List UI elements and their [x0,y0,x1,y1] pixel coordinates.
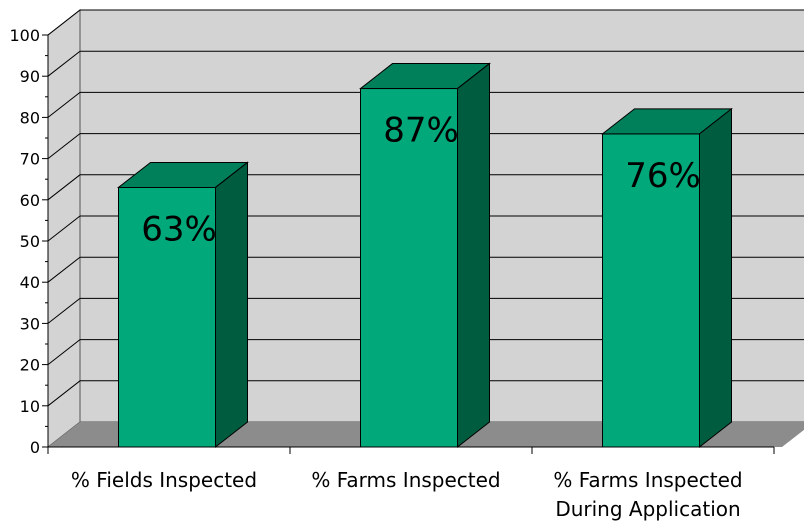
data-label: 87% [383,111,459,151]
gridline [47,133,804,159]
gridline [47,91,804,118]
gridline [47,174,804,201]
bar-front [118,186,216,448]
gridline [47,339,804,365]
x-tick-label: % Fields Inspected [71,468,257,492]
data-label: 76% [625,156,701,196]
gridline [47,215,804,242]
gridline [47,256,804,283]
gridline [47,9,804,36]
bar-front [602,133,700,448]
y-tick-label: 90 [20,67,40,86]
y-tick-label: 70 [20,150,40,169]
y-tick-label: 100 [9,26,40,45]
x-tick-label: % Farms Inspected [311,468,500,492]
x-tick-label: % Farms Inspected [553,468,742,492]
bar-3: 76% [601,107,733,449]
data-label: 63% [141,209,217,249]
y-tick-label: 50 [20,232,40,251]
bar-side [699,107,732,449]
y-tick-label: 10 [20,397,40,416]
y-tick-label: 20 [20,356,40,375]
bar-side [457,62,490,449]
y-tick-label: 0 [30,438,40,457]
bar-2: 87% [359,62,491,449]
y-tick-label: 60 [20,191,40,210]
gridline [47,297,804,324]
y-tick-label: 40 [20,273,40,292]
y-tick-label: 80 [20,108,40,127]
bar-1: 63% [117,161,249,449]
x-tick-label: During Application [555,497,740,521]
y-axis: 0 10 20 30 40 50 60 70 80 90 100 [9,26,775,457]
x-axis-labels: % Fields Inspected % Farms Inspected % Far… [71,468,743,521]
grid-lines [47,9,804,407]
bar-side [215,161,248,449]
gridline [47,380,804,407]
bar-front [360,88,458,448]
gridline [47,50,804,77]
bars: 63% 87% 76% [117,62,733,449]
y-tick-label: 30 [20,314,40,333]
